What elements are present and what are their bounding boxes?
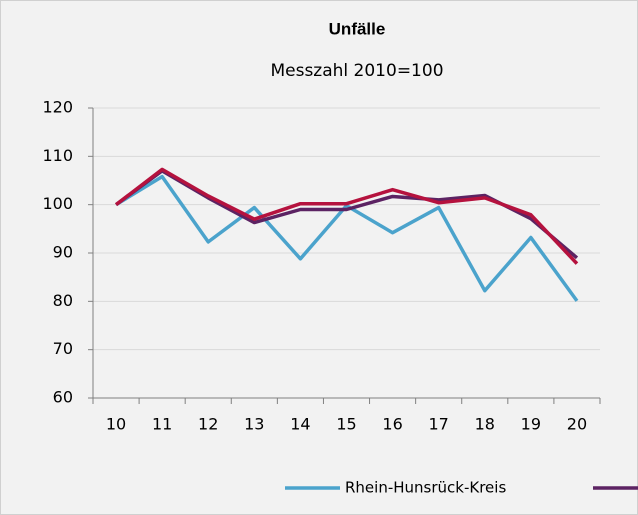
- y-tick-label: 100: [42, 194, 73, 213]
- x-tick-label: 16: [382, 415, 402, 434]
- line-series: [114, 167, 579, 265]
- y-tick-label: 70: [53, 339, 73, 358]
- x-tick-label: 17: [429, 415, 449, 434]
- x-tick-label: 15: [336, 415, 356, 434]
- y-tick-label: 120: [42, 98, 73, 117]
- x-tick-label: 18: [475, 415, 495, 434]
- chart-title: Unfälle: [329, 19, 386, 38]
- y-tick-label: 60: [53, 388, 73, 407]
- x-tick-label: 10: [106, 415, 126, 434]
- x-tick-label: 14: [290, 415, 310, 434]
- y-tick-label: 80: [53, 291, 73, 310]
- x-tick-label: 12: [198, 415, 218, 434]
- x-tick-label: 20: [567, 415, 587, 434]
- x-tick-label: 11: [152, 415, 172, 434]
- x-tick-label: 13: [244, 415, 264, 434]
- chart-subtitle: Messzahl 2010=100: [270, 61, 443, 81]
- x-tick-label: 19: [521, 415, 541, 434]
- y-tick-label: 90: [53, 243, 73, 262]
- legend-label: Rhein-Hunsrück-Kreis: [345, 479, 506, 497]
- y-tick-label: 110: [42, 146, 73, 165]
- line-series: [115, 174, 579, 302]
